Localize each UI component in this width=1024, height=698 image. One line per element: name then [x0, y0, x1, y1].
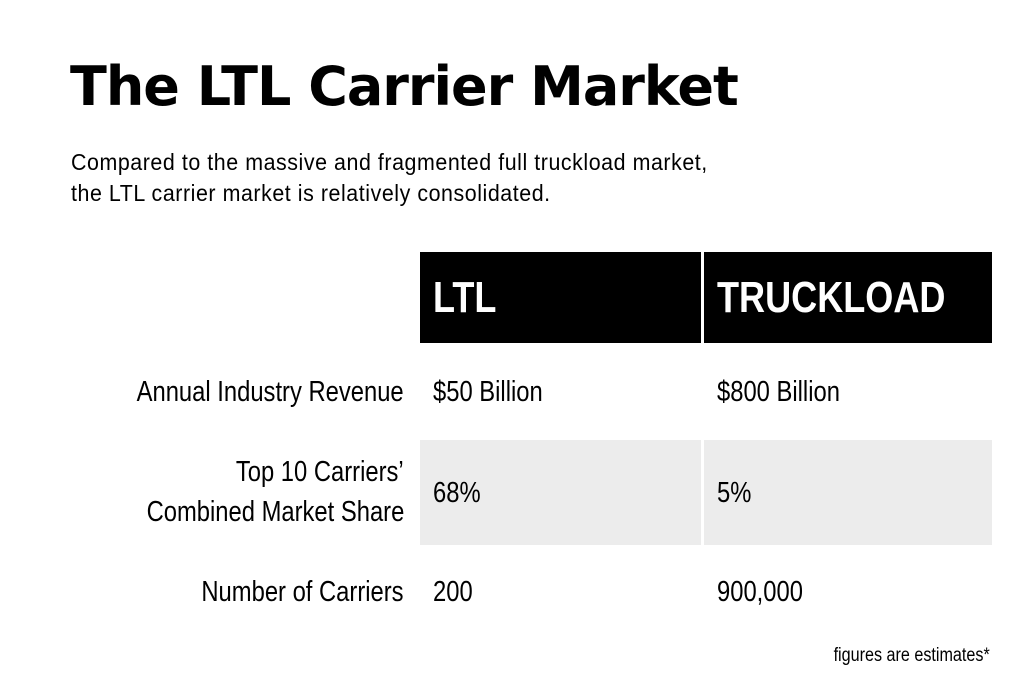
- footnote: figures are estimates*: [833, 645, 990, 666]
- row-label-market-share-line1: Top 10 Carriers’: [236, 456, 404, 488]
- cell-ltl-carriers: 200: [433, 576, 473, 608]
- column-header-truckload: TRUCKLOAD: [704, 252, 992, 343]
- cell-truckload-carriers: 900,000: [717, 576, 803, 608]
- row-label-market-share-line2: Combined Market Share: [146, 496, 404, 528]
- column-header-ltl: LTL: [420, 252, 701, 343]
- shaded-cell-ltl: [420, 440, 701, 545]
- cell-truckload-market-share: 5%: [717, 477, 752, 509]
- page-title: The LTL Carrier Market: [70, 55, 739, 118]
- cell-ltl-market-share: 68%: [433, 477, 481, 509]
- row-label-number-of-carriers: Number of Carriers: [201, 576, 404, 608]
- shaded-cell-truckload: [704, 440, 992, 545]
- cell-truckload-revenue: $800 Billion: [717, 376, 840, 408]
- row-label-annual-revenue: Annual Industry Revenue: [136, 376, 404, 408]
- subtitle: Compared to the massive and fragmented f…: [71, 149, 708, 206]
- cell-ltl-revenue: $50 Billion: [433, 376, 543, 408]
